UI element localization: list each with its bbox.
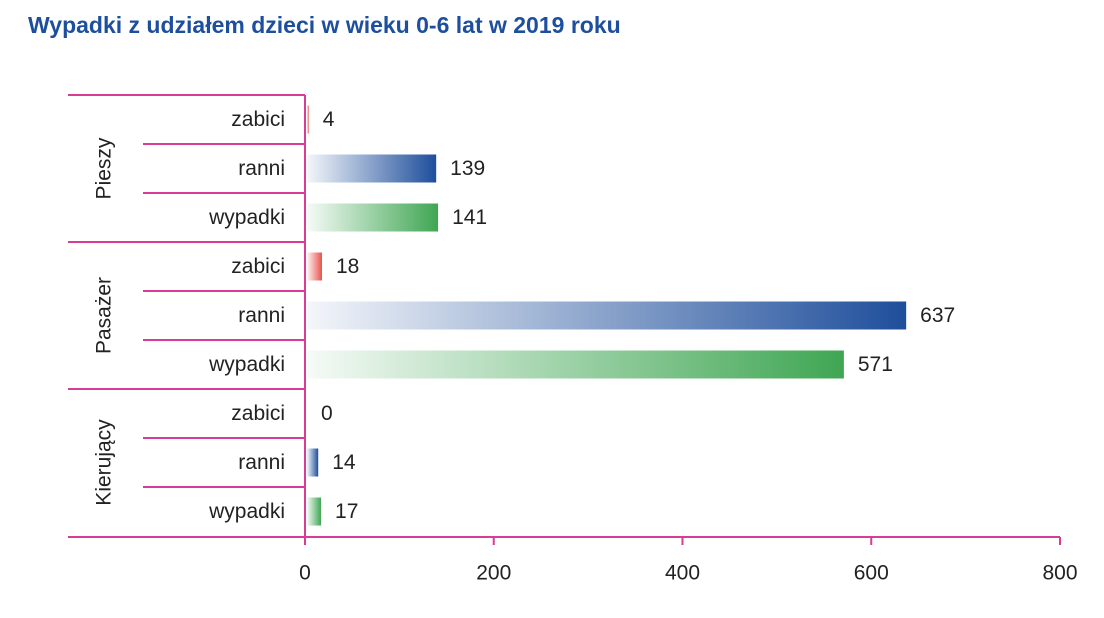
chart-title: Wypadki z udziałem dzieci w wieku 0-6 la… [28, 12, 621, 38]
bar-pieszy-zabici [307, 105, 309, 134]
data-label: 0 [321, 402, 333, 425]
group-label: Pasażer [93, 277, 116, 354]
data-label: 4 [323, 108, 335, 131]
bars [307, 105, 907, 526]
category-label: zabici [231, 255, 285, 278]
x-tick-label: 400 [665, 562, 700, 585]
data-label: 141 [452, 206, 487, 229]
category-label: wypadki [208, 353, 285, 376]
data-label: 14 [332, 451, 356, 474]
category-label: zabici [231, 402, 285, 425]
x-tick-label: 800 [1042, 562, 1077, 585]
group-label: Kierujący [93, 419, 116, 506]
category-label: ranni [238, 451, 285, 474]
x-tick-label: 0 [299, 562, 311, 585]
data-label: 139 [450, 157, 485, 180]
group-label: Pieszy [93, 137, 116, 199]
category-label: wypadki [208, 206, 285, 229]
data-label: 18 [336, 255, 359, 278]
category-label: ranni [238, 304, 285, 327]
bar-pieszy-wypadki [307, 203, 439, 232]
bar-pasażer-wypadki [307, 350, 844, 379]
category-label: zabici [231, 108, 285, 131]
bar-kierujący-ranni [307, 448, 319, 477]
data-label: 17 [335, 500, 358, 523]
category-axis-lines [68, 94, 1061, 545]
data-label: 637 [920, 304, 955, 327]
category-label: wypadki [208, 500, 285, 523]
x-tick-label: 600 [854, 562, 889, 585]
x-tick-label: 200 [476, 562, 511, 585]
category-label: ranni [238, 157, 285, 180]
data-label: 571 [858, 353, 893, 376]
labels: Pieszy zabici 4 ranni 139 wypadki 141 Pasażer za… [93, 108, 1078, 585]
bar-pasażer-ranni [307, 301, 907, 330]
bar-pieszy-ranni [307, 154, 437, 183]
bar-kierujący-wypadki [307, 497, 322, 526]
bar-pasażer-zabici [307, 252, 322, 281]
